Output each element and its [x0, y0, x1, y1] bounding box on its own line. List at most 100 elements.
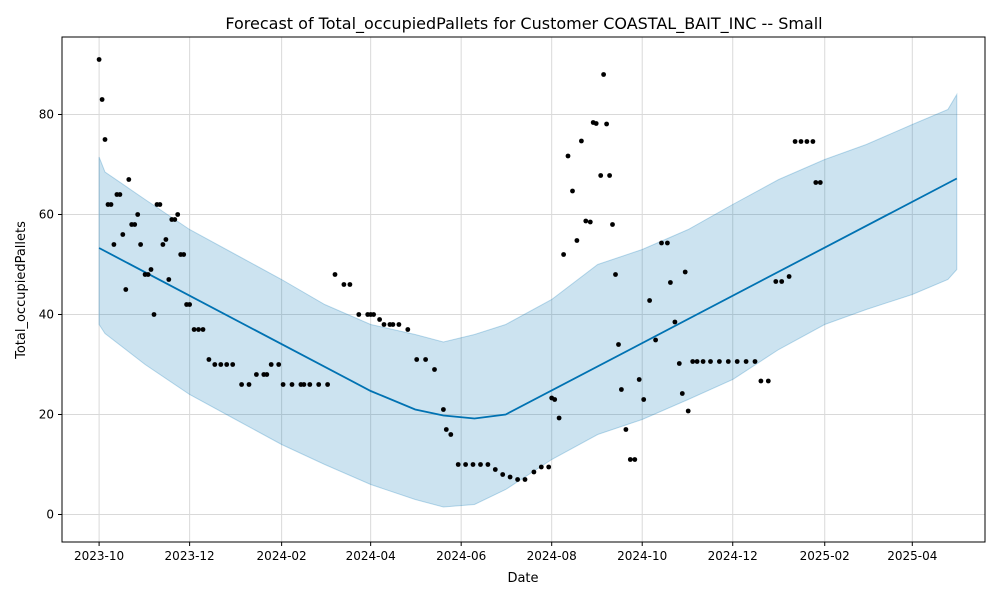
x-tick-label: 2023-10 — [74, 549, 124, 563]
x-tick-label: 2024-12 — [708, 549, 758, 563]
observed-point — [798, 139, 804, 144]
observed-point — [665, 240, 670, 246]
observed-point — [500, 472, 506, 477]
observed-point — [685, 408, 691, 414]
x-tick-label: 2024-08 — [527, 549, 577, 563]
observed-point — [647, 298, 652, 303]
observed-point — [758, 378, 764, 384]
observed-point — [157, 202, 163, 207]
observed-point — [773, 279, 779, 284]
observed-point — [668, 280, 673, 285]
observed-point — [641, 397, 647, 402]
observed-point — [230, 362, 236, 367]
observed-point — [601, 72, 606, 77]
observed-point — [455, 462, 461, 467]
observed-point — [443, 427, 449, 432]
observed-point — [151, 312, 157, 317]
observed-point — [813, 180, 819, 185]
y-tick-label: 40 — [39, 308, 54, 322]
y-tick-label: 20 — [39, 408, 54, 422]
observed-point — [478, 462, 483, 467]
observed-point — [307, 382, 313, 387]
observed-point — [289, 382, 295, 387]
observed-point — [556, 415, 562, 421]
observed-point — [810, 139, 816, 144]
x-tick-label: 2023-12 — [165, 549, 215, 563]
observed-point — [206, 357, 212, 362]
x-axis-label: Date — [507, 571, 538, 586]
observed-point — [619, 387, 624, 392]
observed-point — [659, 240, 664, 246]
observed-point — [239, 382, 245, 387]
observed-point — [332, 272, 338, 277]
uncertainty-band — [98, 92, 958, 508]
observed-point — [96, 57, 102, 62]
observed-point — [632, 457, 638, 462]
observed-point — [218, 362, 224, 367]
observed-point — [448, 432, 454, 437]
y-tick-label: 80 — [39, 108, 54, 122]
observed-point — [579, 138, 584, 144]
observed-point — [347, 282, 353, 287]
observed-point — [405, 327, 411, 332]
observed-point — [607, 173, 612, 178]
observed-point — [111, 242, 117, 247]
observed-point — [301, 382, 307, 387]
observed-point — [160, 242, 166, 247]
observed-point — [132, 222, 138, 227]
observed-point — [725, 359, 731, 364]
observed-point — [515, 477, 520, 482]
observed-point — [145, 272, 151, 277]
x-tick-label: 2024-06 — [436, 549, 486, 563]
observed-point — [163, 237, 169, 242]
observed-point — [786, 274, 792, 279]
observed-point — [507, 474, 513, 480]
observed-point — [135, 212, 141, 217]
observed-point — [414, 357, 420, 362]
chart-title: Forecast of Total_occupiedPallets for Cu… — [225, 14, 822, 34]
observed-point — [546, 464, 552, 470]
observed-point — [316, 382, 322, 387]
y-axis-label: Total_occupiedPallets — [14, 221, 29, 360]
observed-point — [779, 279, 785, 284]
observed-point — [117, 192, 123, 197]
observed-point — [672, 319, 678, 325]
observed-point — [371, 312, 376, 317]
observed-point — [610, 222, 615, 227]
observed-point — [613, 272, 618, 277]
observed-point — [552, 397, 558, 402]
observed-point — [598, 173, 604, 178]
forecast-series — [98, 177, 958, 420]
forecast-line — [98, 177, 958, 420]
observed-point — [246, 382, 252, 387]
observed-point — [166, 277, 172, 282]
observed-point — [108, 202, 114, 207]
observed-point — [254, 372, 259, 377]
observed-point — [616, 342, 621, 347]
observed-point — [682, 269, 688, 275]
observed-point — [280, 382, 286, 387]
x-tick-label: 2025-02 — [800, 549, 850, 563]
observed-point — [587, 219, 593, 225]
observed-point — [470, 462, 476, 467]
observed-point — [423, 357, 428, 362]
observed-point — [583, 218, 589, 224]
observed-point — [708, 359, 713, 364]
observed-point — [574, 238, 580, 243]
observed-point — [676, 361, 682, 366]
observed-point — [396, 322, 402, 327]
observed-point — [538, 464, 544, 470]
observed-point — [463, 462, 468, 467]
observed-point — [181, 252, 187, 257]
observed-point — [123, 287, 129, 292]
observed-point — [623, 427, 629, 432]
observed-point — [102, 137, 108, 142]
observed-point — [734, 359, 740, 364]
observed-point — [432, 367, 437, 372]
observed-point — [264, 372, 270, 377]
observed-point — [99, 97, 105, 102]
observed-point — [570, 188, 575, 194]
x-tick-label: 2025-04 — [887, 549, 937, 563]
observed-point — [341, 282, 347, 287]
